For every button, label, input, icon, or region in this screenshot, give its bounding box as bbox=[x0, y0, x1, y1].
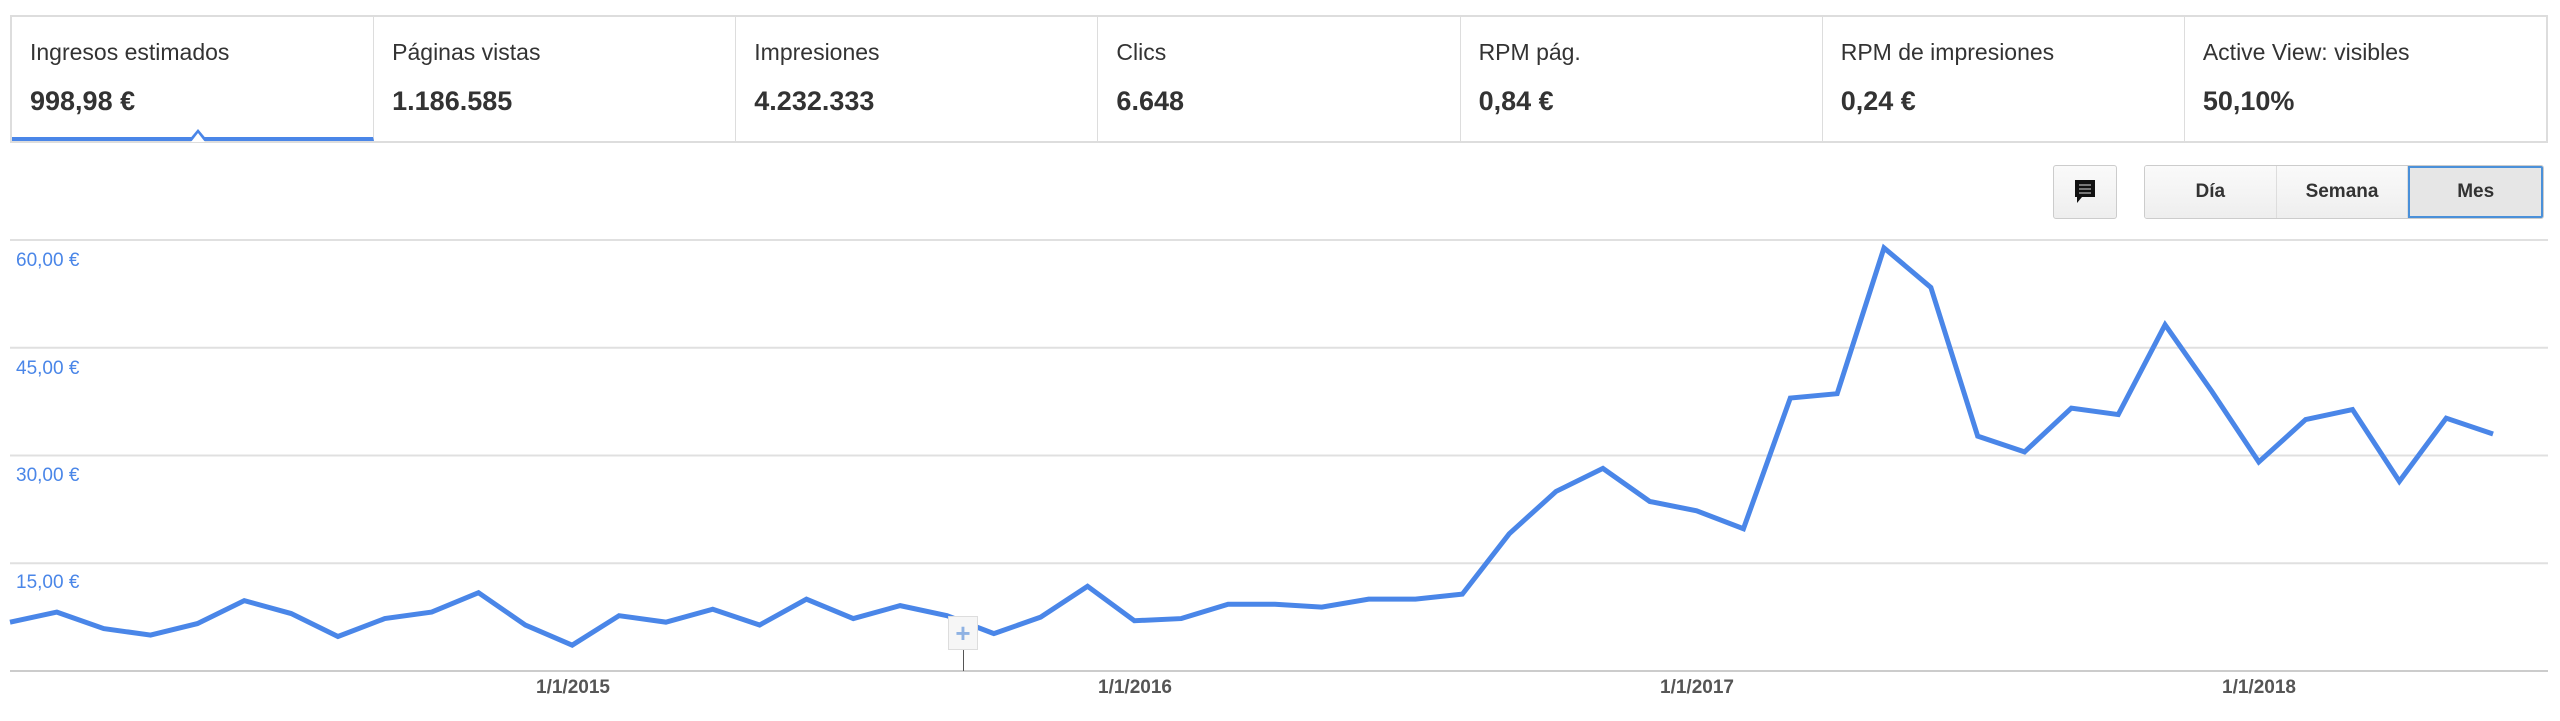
data-point[interactable] bbox=[660, 616, 672, 628]
data-point[interactable] bbox=[98, 623, 110, 635]
series-line bbox=[9, 243, 2494, 648]
data-point[interactable] bbox=[519, 619, 531, 631]
data-point[interactable] bbox=[1175, 613, 1187, 625]
data-point[interactable] bbox=[894, 600, 906, 612]
data-point[interactable] bbox=[707, 603, 719, 615]
metric-tab[interactable]: Impresiones 4.232.333 bbox=[736, 17, 1099, 141]
granularity-week-button[interactable]: Semana bbox=[2276, 166, 2409, 218]
metric-label: Clics bbox=[1116, 39, 1167, 65]
data-point[interactable] bbox=[1503, 528, 1515, 540]
data-point[interactable] bbox=[847, 613, 859, 625]
metric-label: Ingresos estimados bbox=[30, 39, 230, 65]
comment-icon bbox=[2075, 180, 2095, 203]
y-tick-label: 45,00 € bbox=[16, 358, 80, 379]
y-tick-label: 30,00 € bbox=[16, 465, 80, 486]
metric-tab[interactable]: Clics 6.648 bbox=[1098, 17, 1461, 141]
data-point[interactable] bbox=[1972, 430, 1984, 442]
metric-value: 0,24 € bbox=[1840, 86, 1916, 116]
data-point[interactable] bbox=[1784, 392, 1796, 404]
metric-tab[interactable]: Ingresos estimados 998,98 € bbox=[12, 17, 375, 142]
annotation-marker[interactable]: + bbox=[948, 616, 978, 650]
y-tick-label: 15,00 € bbox=[16, 572, 80, 593]
granularity-day-button[interactable]: Día bbox=[2145, 166, 2277, 218]
data-point[interactable] bbox=[754, 619, 766, 631]
data-point[interactable] bbox=[2487, 428, 2499, 440]
data-point[interactable] bbox=[1363, 593, 1375, 605]
comment-button[interactable] bbox=[2053, 165, 2117, 219]
data-point[interactable] bbox=[1410, 593, 1422, 605]
granularity-toggle: Día Semana Mes bbox=[2144, 165, 2544, 219]
data-point[interactable] bbox=[1082, 580, 1094, 592]
x-tick-label: 1/1/2016 bbox=[1098, 677, 1172, 698]
data-point[interactable] bbox=[2393, 475, 2405, 487]
metric-label: RPM pág. bbox=[1478, 39, 1581, 65]
metric-value: 50,10% bbox=[2202, 86, 2295, 116]
data-point[interactable] bbox=[1222, 598, 1234, 610]
data-point[interactable] bbox=[473, 587, 485, 599]
data-point[interactable] bbox=[1831, 388, 1843, 400]
x-tick-label: 1/1/2015 bbox=[536, 677, 610, 698]
metric-tab[interactable]: RPM de impresiones 0,24 € bbox=[1823, 17, 2185, 141]
data-point[interactable] bbox=[1456, 588, 1468, 600]
data-point[interactable] bbox=[2206, 386, 2218, 398]
plus-icon: + bbox=[955, 617, 971, 648]
metric-value: 6.648 bbox=[1116, 86, 1184, 116]
data-point[interactable] bbox=[1644, 495, 1656, 507]
data-point[interactable] bbox=[800, 593, 812, 605]
data-point[interactable] bbox=[145, 629, 157, 641]
data-point[interactable] bbox=[2300, 414, 2312, 426]
data-point[interactable] bbox=[2112, 409, 2124, 421]
data-point[interactable] bbox=[51, 606, 63, 618]
metric-tab[interactable]: Active View: visibles 50,10% bbox=[2185, 17, 2546, 141]
metric-label: RPM de impresiones bbox=[1840, 39, 2055, 65]
data-point[interactable] bbox=[426, 606, 438, 618]
metric-label: Páginas vistas bbox=[392, 39, 541, 65]
data-point[interactable] bbox=[566, 639, 578, 651]
data-point[interactable] bbox=[2253, 456, 2265, 468]
annotation-marker-line bbox=[963, 650, 964, 671]
data-point[interactable] bbox=[1878, 242, 1890, 254]
data-point[interactable] bbox=[191, 618, 203, 630]
data-point[interactable] bbox=[613, 610, 625, 622]
metric-label: Impresiones bbox=[754, 39, 880, 65]
metric-value: 1.186.585 bbox=[392, 86, 513, 116]
data-point[interactable] bbox=[2019, 446, 2031, 458]
data-point[interactable] bbox=[285, 608, 297, 620]
data-point[interactable] bbox=[1550, 485, 1562, 497]
metric-value: 998,98 € bbox=[30, 86, 136, 116]
x-tick-label: 1/1/2017 bbox=[1660, 677, 1734, 698]
data-point[interactable] bbox=[2347, 404, 2359, 416]
metric-label: Active View: visibles bbox=[2202, 39, 2410, 65]
data-point[interactable] bbox=[1269, 598, 1281, 610]
data-point[interactable] bbox=[988, 628, 1000, 640]
data-point[interactable] bbox=[4, 616, 16, 628]
data-point[interactable] bbox=[1737, 523, 1749, 535]
metric-tab[interactable]: Páginas vistas 1.186.585 bbox=[374, 17, 737, 141]
metric-tab[interactable]: RPM pág. 0,84 € bbox=[1461, 17, 1823, 141]
data-point[interactable] bbox=[1316, 601, 1328, 613]
data-point[interactable] bbox=[1925, 281, 1937, 293]
data-point[interactable] bbox=[1597, 462, 1609, 474]
y-tick-label: 60,00 € bbox=[16, 250, 80, 271]
data-point[interactable] bbox=[2440, 412, 2452, 424]
metric-value: 4.232.333 bbox=[754, 86, 875, 116]
granularity-month-button[interactable]: Mes bbox=[2408, 166, 2543, 218]
data-point[interactable] bbox=[1128, 615, 1140, 627]
data-point[interactable] bbox=[332, 631, 344, 643]
data-point[interactable] bbox=[2159, 319, 2171, 331]
data-point[interactable] bbox=[2065, 402, 2077, 414]
metric-value: 0,84 € bbox=[1478, 86, 1554, 116]
data-point[interactable] bbox=[379, 613, 391, 625]
data-point[interactable] bbox=[238, 595, 250, 607]
metric-tabs: Ingresos estimados 998,98 € Páginas vist… bbox=[10, 15, 2548, 143]
data-point[interactable] bbox=[1035, 611, 1047, 623]
data-point[interactable] bbox=[1691, 505, 1703, 517]
selected-caret bbox=[188, 129, 208, 142]
x-tick-label: 1/1/2018 bbox=[2222, 677, 2296, 698]
